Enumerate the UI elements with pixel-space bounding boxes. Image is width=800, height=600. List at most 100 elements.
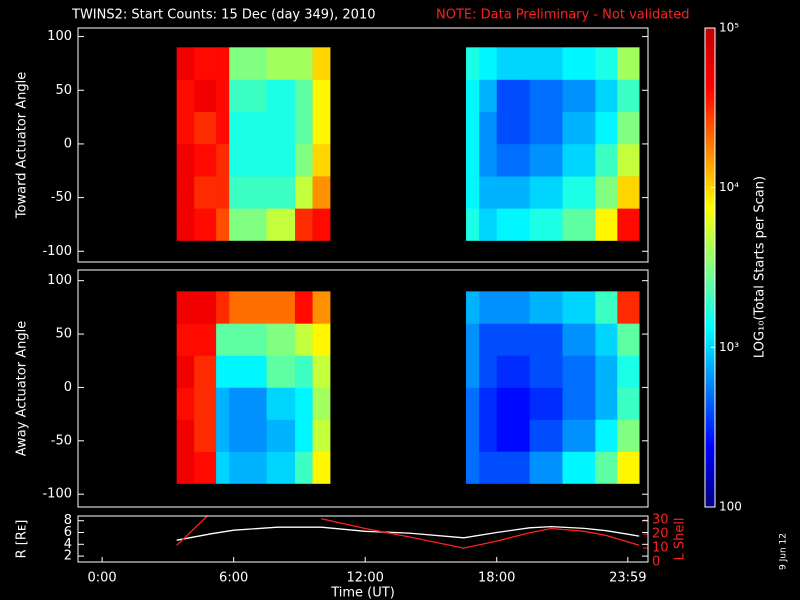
y-axis-label: Away Actuator Angle [15, 321, 30, 456]
heatmap-cell [295, 323, 313, 356]
heatmap-cell [479, 47, 498, 80]
y-axis-label: Toward Actuator Angle [15, 72, 30, 219]
heatmap-cell [562, 111, 596, 145]
heatmap-cell [529, 176, 563, 209]
y2-tick-label: 0 [652, 555, 660, 570]
plot-frame [77, 27, 649, 263]
heatmap-cell [617, 291, 640, 324]
heatmap-cell [312, 176, 331, 209]
heatmap-cell [562, 387, 596, 420]
y-tick-label: 2 [64, 549, 72, 564]
heatmap-cell [617, 323, 640, 356]
heatmap-cell [266, 79, 296, 113]
heatmap-cell [479, 323, 498, 356]
heatmap-cell [176, 451, 195, 484]
heatmap-cell [595, 355, 618, 388]
heatmap-cell [595, 451, 618, 484]
heatmap-cell [266, 451, 296, 484]
heatmap-cell [194, 208, 217, 241]
heatmap-cell [617, 208, 640, 241]
title: TWINS2: Start Counts: 15 Dec (day 349), … [71, 8, 375, 23]
y-tick-label: -50 [51, 433, 72, 448]
heatmap-cell [595, 111, 618, 145]
heatmap-cell [529, 291, 563, 324]
heatmap-cell [194, 355, 217, 388]
heatmap-cell [479, 176, 498, 209]
heatmap-cell [466, 176, 480, 209]
heatmap-cell [466, 208, 480, 241]
heatmap-cell [266, 387, 296, 420]
heatmap-cell [216, 323, 230, 356]
heatmap-cell [595, 387, 618, 420]
colorbar-tick-label: 10⁴ [719, 180, 739, 194]
heatmap-cell [466, 419, 480, 452]
y-axis-label: R [Rᴇ] [15, 520, 30, 559]
heatmap-cell [176, 47, 195, 80]
heatmap-cell [194, 143, 217, 177]
heatmap-cell [216, 291, 230, 324]
heatmap-cell [194, 291, 217, 324]
heatmap-cell [466, 451, 480, 484]
heatmap-cell [496, 208, 530, 241]
y-tick-label: -100 [42, 487, 72, 502]
heatmap-cell [194, 419, 217, 452]
heatmap-cell [194, 47, 217, 80]
heatmap-cell [216, 451, 230, 484]
heatmap-cell [529, 451, 563, 484]
heatmap-cell [479, 355, 498, 388]
colorbar [704, 27, 716, 508]
heatmap-cell [562, 291, 596, 324]
heatmap-cell [216, 419, 230, 452]
heatmap-cell [266, 143, 296, 177]
y-tick-label: 100 [47, 29, 72, 44]
heatmap-cell [176, 79, 195, 113]
heatmap-cell [562, 176, 596, 209]
heatmap-cell [562, 419, 596, 452]
heatmap-cell [529, 419, 563, 452]
heatmap-cell [617, 143, 640, 177]
heatmap-cell [266, 323, 296, 356]
heatmap-cell [595, 419, 618, 452]
heatmap-cell [595, 143, 618, 177]
heatmap-cell [216, 208, 230, 241]
heatmap-cell [176, 387, 195, 420]
heatmap-cell [312, 451, 331, 484]
heatmap-cell [216, 143, 230, 177]
heatmap-cell [496, 387, 530, 420]
heatmap-cell [562, 208, 596, 241]
x-tick-label: 18:00 [478, 571, 515, 586]
heatmap-cell [529, 111, 563, 145]
heatmap-cell [496, 47, 530, 80]
heatmap-cell [216, 387, 230, 420]
heatmap-cell [496, 291, 530, 324]
heatmap-cell [595, 176, 618, 209]
heatmap-cell [229, 143, 267, 177]
heatmap-cell [266, 111, 296, 145]
heatmap-cell [496, 111, 530, 145]
plot-frame [77, 515, 649, 563]
heatmap-cell [229, 176, 267, 209]
heatmap-cell [295, 451, 313, 484]
y-tick-label: 100 [47, 273, 72, 288]
heatmap-cell [295, 47, 313, 80]
heatmap-cell [295, 355, 313, 388]
x-tick-label: 6:00 [219, 571, 248, 586]
heatmap-cell [216, 111, 230, 145]
heatmap-cell [216, 79, 230, 113]
heatmap-cell [229, 451, 267, 484]
heatmap-cell [595, 208, 618, 241]
heatmap-cell [529, 79, 563, 113]
heatmap-cell [529, 47, 563, 80]
line-series [176, 516, 640, 549]
heatmap-cell [562, 355, 596, 388]
heatmap-cell [266, 176, 296, 209]
heatmap-cell [295, 111, 313, 145]
y-tick-label: 4 [64, 537, 72, 552]
note: NOTE: Data Preliminary - Not validated [436, 8, 690, 23]
heatmap-cell [229, 355, 267, 388]
y-tick-label: 50 [55, 327, 72, 342]
heatmap-cell [595, 47, 618, 80]
x-tick-label: 23:59 [609, 571, 646, 586]
